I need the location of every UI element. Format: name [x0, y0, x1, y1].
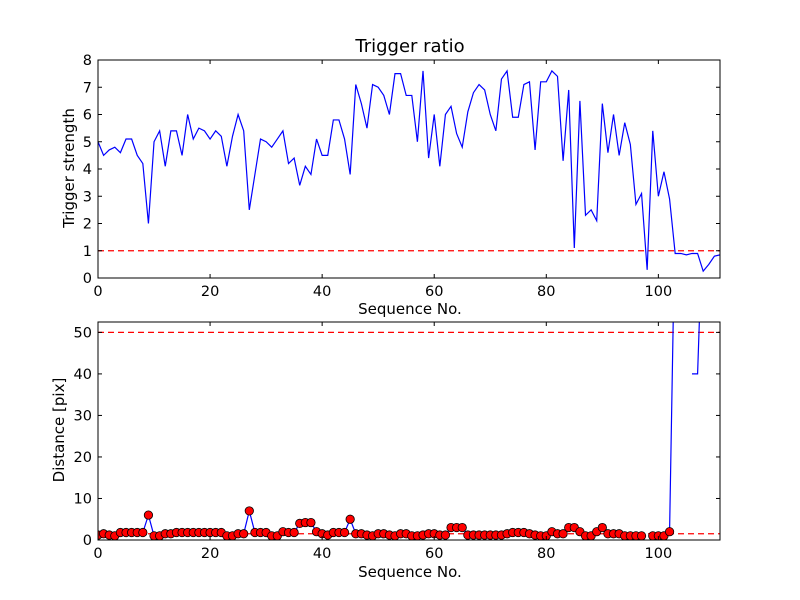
plot-frame [97, 321, 721, 541]
x-tick-label: 60 [425, 546, 443, 562]
x-tick-label: 40 [313, 546, 331, 562]
x-tick-label: 80 [537, 284, 555, 300]
x-tick-label: 60 [425, 284, 443, 300]
y-tick-label: 6 [83, 108, 92, 124]
y-tick-label: 0 [83, 533, 92, 549]
data-layer [98, 322, 700, 540]
y-tick-label: 50 [74, 325, 92, 341]
data-point [244, 506, 254, 516]
x-tick-label: 100 [645, 546, 673, 562]
data-point [664, 527, 675, 537]
data-point [239, 529, 249, 539]
data-point [339, 527, 350, 538]
distance-panel: 0 20 40 60 80 100 0 10 20 30 40 50 Sequence No. Dis… [50, 321, 721, 581]
data-point [289, 527, 299, 538]
data-point [558, 529, 568, 539]
y-tick-label: 8 [83, 53, 92, 69]
data-point [345, 514, 355, 524]
y-tick-label: 7 [83, 80, 92, 96]
x-tick-label: 80 [537, 546, 555, 562]
tick-labels: 0 20 40 60 80 100 0 1 2 3 4 5 6 7 8 [83, 53, 672, 300]
x-tick-label: 100 [645, 284, 673, 300]
data-layer [98, 69, 720, 273]
x-axis-label: Sequence No. [358, 300, 462, 318]
data-point [440, 530, 451, 540]
y-tick-label: 10 [74, 491, 92, 507]
y-axis-label: Trigger strength [60, 108, 78, 229]
data-point [597, 522, 607, 533]
data-point [306, 517, 316, 528]
y-tick-label: 5 [83, 135, 92, 151]
chart-title: Trigger ratio [354, 36, 464, 57]
tick-labels: 0 20 40 60 80 100 0 10 20 30 40 50 [74, 325, 673, 562]
x-tick-label: 20 [201, 284, 219, 300]
x-tick-label: 40 [313, 284, 331, 300]
data-point [636, 531, 647, 540]
y-tick-label: 2 [83, 217, 92, 233]
y-tick-label: 20 [74, 450, 92, 466]
trigger-ratio-panel: Trigger ratio 0 20 40 60 80 100 0 1 2 3 4 5 6 7 8 Sequ… [60, 36, 721, 318]
y-tick-label: 3 [83, 189, 92, 205]
tick-marks [97, 322, 720, 541]
y-tick-label: 40 [74, 367, 92, 383]
x-axis-label: Sequence No. [358, 563, 462, 581]
y-tick-label: 4 [83, 162, 92, 178]
tick-marks [97, 59, 720, 279]
data-point [143, 510, 154, 520]
x-tick-label: 20 [201, 546, 219, 562]
series-line [98, 69, 720, 273]
x-tick-label: 0 [93, 284, 102, 300]
y-tick-label: 1 [83, 244, 92, 260]
x-tick-label: 0 [93, 546, 102, 562]
y-tick-label: 0 [83, 271, 92, 287]
data-point [457, 522, 467, 533]
y-axis-label: Distance [pix] [50, 378, 68, 483]
y-tick-label: 30 [74, 408, 92, 424]
data-point [138, 527, 148, 538]
